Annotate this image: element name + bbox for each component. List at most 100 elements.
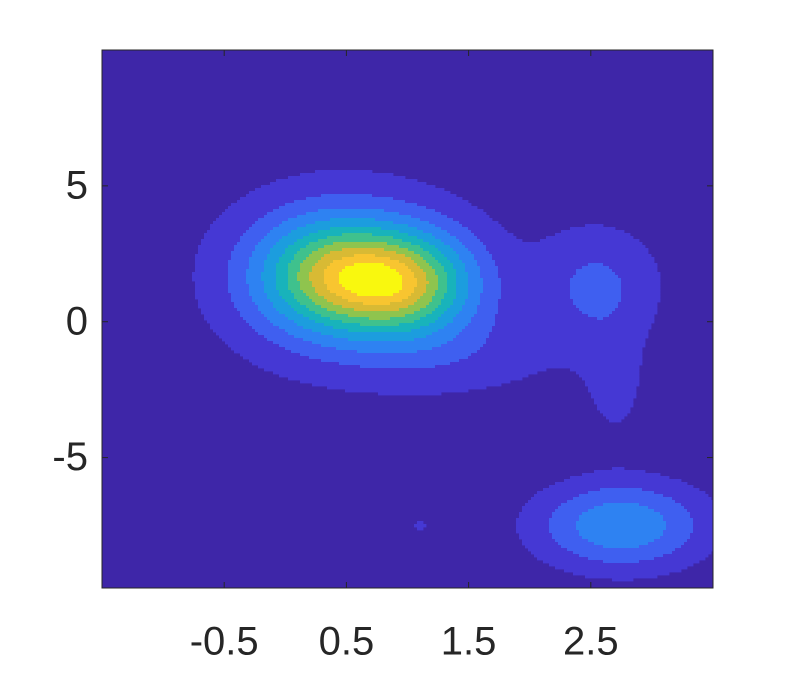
contour-band — [576, 269, 613, 273]
contour-band — [315, 287, 328, 291]
contour-band — [687, 539, 714, 543]
contour-band — [321, 344, 442, 348]
contour-band — [195, 296, 232, 300]
contour-band — [390, 257, 412, 261]
contour-band — [582, 536, 661, 540]
contour-band — [420, 245, 436, 249]
contour-band — [423, 269, 436, 273]
contour-band — [456, 275, 469, 279]
contour-band — [288, 332, 322, 336]
contour-band — [579, 530, 664, 534]
contour-band — [564, 479, 682, 483]
contour-band — [450, 260, 463, 264]
contour-band — [495, 323, 652, 327]
contour-band — [411, 215, 448, 219]
contour-band — [411, 257, 424, 261]
contour-band — [324, 278, 340, 282]
contour-band — [279, 374, 529, 378]
contour-band — [528, 548, 568, 552]
contour-band — [408, 233, 433, 237]
contour-band — [192, 275, 229, 279]
contour-band — [438, 284, 448, 288]
contour-band — [618, 302, 658, 306]
contour-band — [582, 266, 610, 270]
contour-band — [429, 221, 460, 225]
contour-band — [309, 242, 334, 246]
contour-band — [549, 530, 580, 534]
contour-band — [327, 299, 349, 303]
contour-band — [201, 311, 241, 315]
contour-band — [264, 236, 283, 240]
contour-band — [297, 278, 310, 282]
contour-band — [276, 281, 289, 285]
contour-band — [240, 311, 262, 315]
contour-band — [297, 311, 316, 315]
contour-band — [429, 281, 439, 285]
contour-band — [330, 317, 370, 321]
contour-band — [432, 233, 451, 237]
x-tick-label: -0.5 — [190, 620, 259, 664]
contour-band — [315, 302, 334, 306]
contour-band — [207, 320, 247, 324]
contour-band — [327, 287, 346, 291]
contour-band — [492, 257, 655, 261]
contour-band — [432, 254, 445, 258]
contour-band — [435, 257, 448, 261]
contour-band — [435, 320, 454, 324]
contour-band — [450, 233, 475, 237]
contour-band — [501, 290, 571, 294]
contour-band — [330, 251, 397, 255]
contour-band — [423, 230, 448, 234]
contour-band — [282, 221, 316, 225]
contour-band — [456, 236, 478, 240]
contour-band — [447, 290, 457, 294]
contour-band — [552, 536, 583, 540]
contour-band — [471, 353, 643, 357]
contour-band — [480, 266, 499, 270]
contour-band — [276, 284, 289, 288]
contour-band — [399, 290, 415, 294]
contour-band — [357, 350, 418, 354]
contour-band — [264, 215, 298, 219]
contour-band — [621, 293, 661, 297]
contour-band — [249, 191, 451, 195]
contour-band — [393, 236, 418, 240]
contour-band — [414, 275, 427, 279]
contour-band — [567, 548, 676, 552]
contour-band — [315, 320, 343, 324]
contour-band — [282, 296, 295, 300]
contour-band — [315, 263, 331, 267]
contour-band — [339, 275, 403, 279]
contour-band — [324, 275, 340, 279]
contour-band — [288, 272, 298, 276]
contour-band — [288, 281, 301, 285]
contour-band — [294, 293, 307, 297]
contour-band — [291, 290, 304, 294]
contour-band — [423, 248, 439, 252]
contour-band — [333, 260, 400, 264]
contour-band — [285, 299, 298, 303]
contour-band — [231, 257, 250, 261]
contour-band — [246, 281, 265, 285]
contour-band — [588, 263, 604, 267]
contour-band — [300, 248, 319, 252]
contour-band — [444, 296, 457, 300]
contour-band — [444, 242, 463, 246]
contour-band — [663, 518, 694, 522]
contour-band — [249, 266, 265, 270]
contour-band — [396, 269, 412, 273]
contour-band — [225, 209, 274, 213]
contour-band — [498, 311, 583, 315]
contour-band — [483, 344, 646, 348]
contour-band — [414, 251, 430, 255]
contour-band — [492, 326, 652, 330]
contour-band — [219, 335, 265, 339]
contour-band — [195, 281, 229, 285]
contour-band — [600, 410, 631, 414]
contour-band — [192, 278, 229, 282]
contour-band — [324, 254, 355, 258]
contour-band — [537, 557, 589, 561]
contour-band — [684, 542, 714, 546]
contour-band — [444, 326, 466, 330]
contour-band — [498, 302, 574, 306]
